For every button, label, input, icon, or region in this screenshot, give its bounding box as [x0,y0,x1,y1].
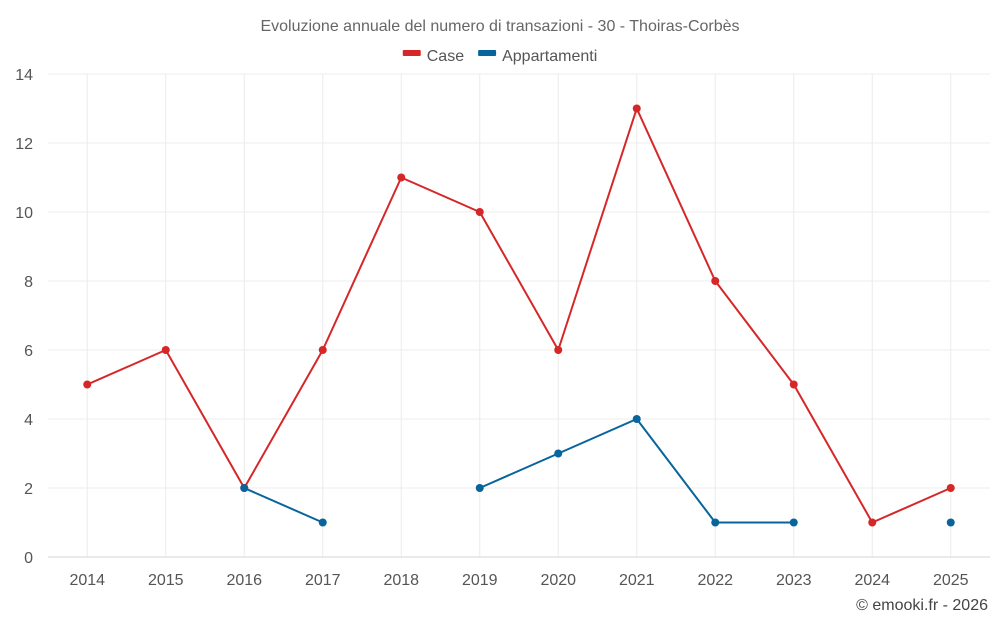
x-tick-label: 2018 [383,572,419,589]
y-tick-label: 6 [24,343,33,360]
grid [48,73,990,557]
legend-swatch [402,50,421,56]
data-point[interactable] [397,173,406,182]
data-point[interactable] [554,346,563,354]
data-point[interactable] [318,346,327,354]
y-tick-label: 0 [24,550,33,567]
y-tick-label: 10 [15,205,33,222]
data-point[interactable] [240,484,249,492]
x-tick-label: 2016 [226,572,262,589]
data-point[interactable] [789,380,798,389]
y-tick-label: 12 [15,136,33,153]
data-point[interactable] [161,346,170,354]
chart-title: Evoluzione annuale del numero di transaz… [260,18,739,35]
series-line-0 [86,107,952,524]
x-tick-label: 2014 [69,572,105,589]
series-line-1 [243,487,324,524]
x-tick-label: 2021 [619,572,655,589]
y-tick-label: 2 [24,481,33,498]
legend-item[interactable]: Appartamenti [478,48,597,65]
axes: 0 2 4 6 8 10 12 14 2014 2015 2016 2017 2018 2019 2020 2… [15,67,990,589]
data-point[interactable] [554,449,563,458]
data-point[interactable] [83,380,92,389]
x-tick-label: 2025 [933,572,969,589]
legend-label: Appartamenti [502,48,597,65]
legend: Case Appartamenti [402,48,597,65]
series-lines [86,107,952,524]
y-tick-label: 14 [15,67,33,84]
data-point[interactable] [632,415,641,423]
credit-text: © emooki.fr - 2026 [856,597,988,614]
data-point[interactable] [789,518,798,527]
data-point[interactable] [475,208,484,216]
y-tick-label: 4 [24,412,33,429]
x-tick-label: 2019 [462,572,498,589]
x-tick-label: 2022 [697,572,733,589]
x-tick-label: 2024 [854,572,890,589]
data-point[interactable] [868,518,877,527]
data-point[interactable] [711,518,720,527]
data-point[interactable] [946,518,955,527]
legend-label: Case [427,48,464,65]
data-point[interactable] [318,518,327,527]
y-tick-label: 8 [24,274,33,291]
data-point[interactable] [946,484,955,492]
x-tick-label: 2023 [776,572,812,589]
data-point[interactable] [711,277,720,285]
data-point[interactable] [475,484,484,492]
legend-swatch [478,50,497,56]
legend-item[interactable]: Case [402,48,464,65]
x-tick-label: 2020 [540,572,576,589]
series-points [83,104,955,527]
x-tick-label: 2015 [148,572,184,589]
data-point[interactable] [632,104,641,113]
x-tick-label: 2017 [305,572,341,589]
